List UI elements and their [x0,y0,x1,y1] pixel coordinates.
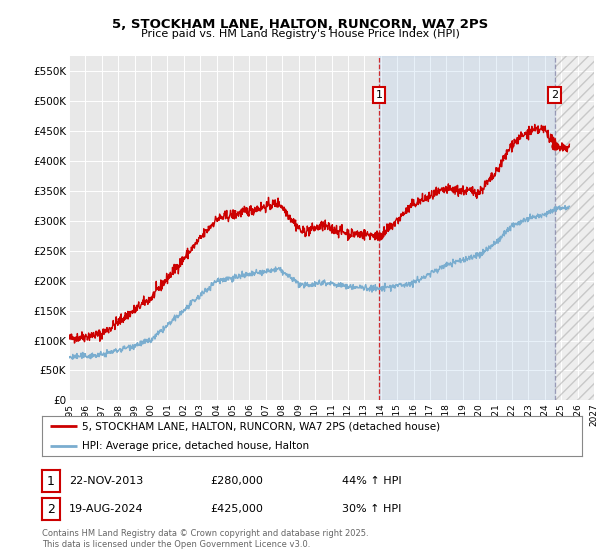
Text: £280,000: £280,000 [210,476,263,486]
Bar [554,56,594,400]
Text: 2: 2 [551,90,558,100]
Bar [379,56,554,400]
Text: 30% ↑ HPI: 30% ↑ HPI [342,504,401,514]
Text: 44% ↑ HPI: 44% ↑ HPI [342,476,401,486]
Text: 1: 1 [47,474,55,488]
Bar [554,56,594,400]
Text: 5, STOCKHAM LANE, HALTON, RUNCORN, WA7 2PS (detached house): 5, STOCKHAM LANE, HALTON, RUNCORN, WA7 2… [83,421,440,431]
Bar [554,56,594,400]
Text: Contains HM Land Registry data © Crown copyright and database right 2025.
This d: Contains HM Land Registry data © Crown c… [42,529,368,549]
Text: £425,000: £425,000 [210,504,263,514]
Text: 19-AUG-2024: 19-AUG-2024 [69,504,143,514]
Text: 1: 1 [376,90,383,100]
Text: 5, STOCKHAM LANE, HALTON, RUNCORN, WA7 2PS: 5, STOCKHAM LANE, HALTON, RUNCORN, WA7 2… [112,18,488,31]
Text: HPI: Average price, detached house, Halton: HPI: Average price, detached house, Halt… [83,441,310,451]
Text: 2: 2 [47,502,55,516]
Text: Price paid vs. HM Land Registry's House Price Index (HPI): Price paid vs. HM Land Registry's House … [140,29,460,39]
Text: 22-NOV-2013: 22-NOV-2013 [69,476,143,486]
